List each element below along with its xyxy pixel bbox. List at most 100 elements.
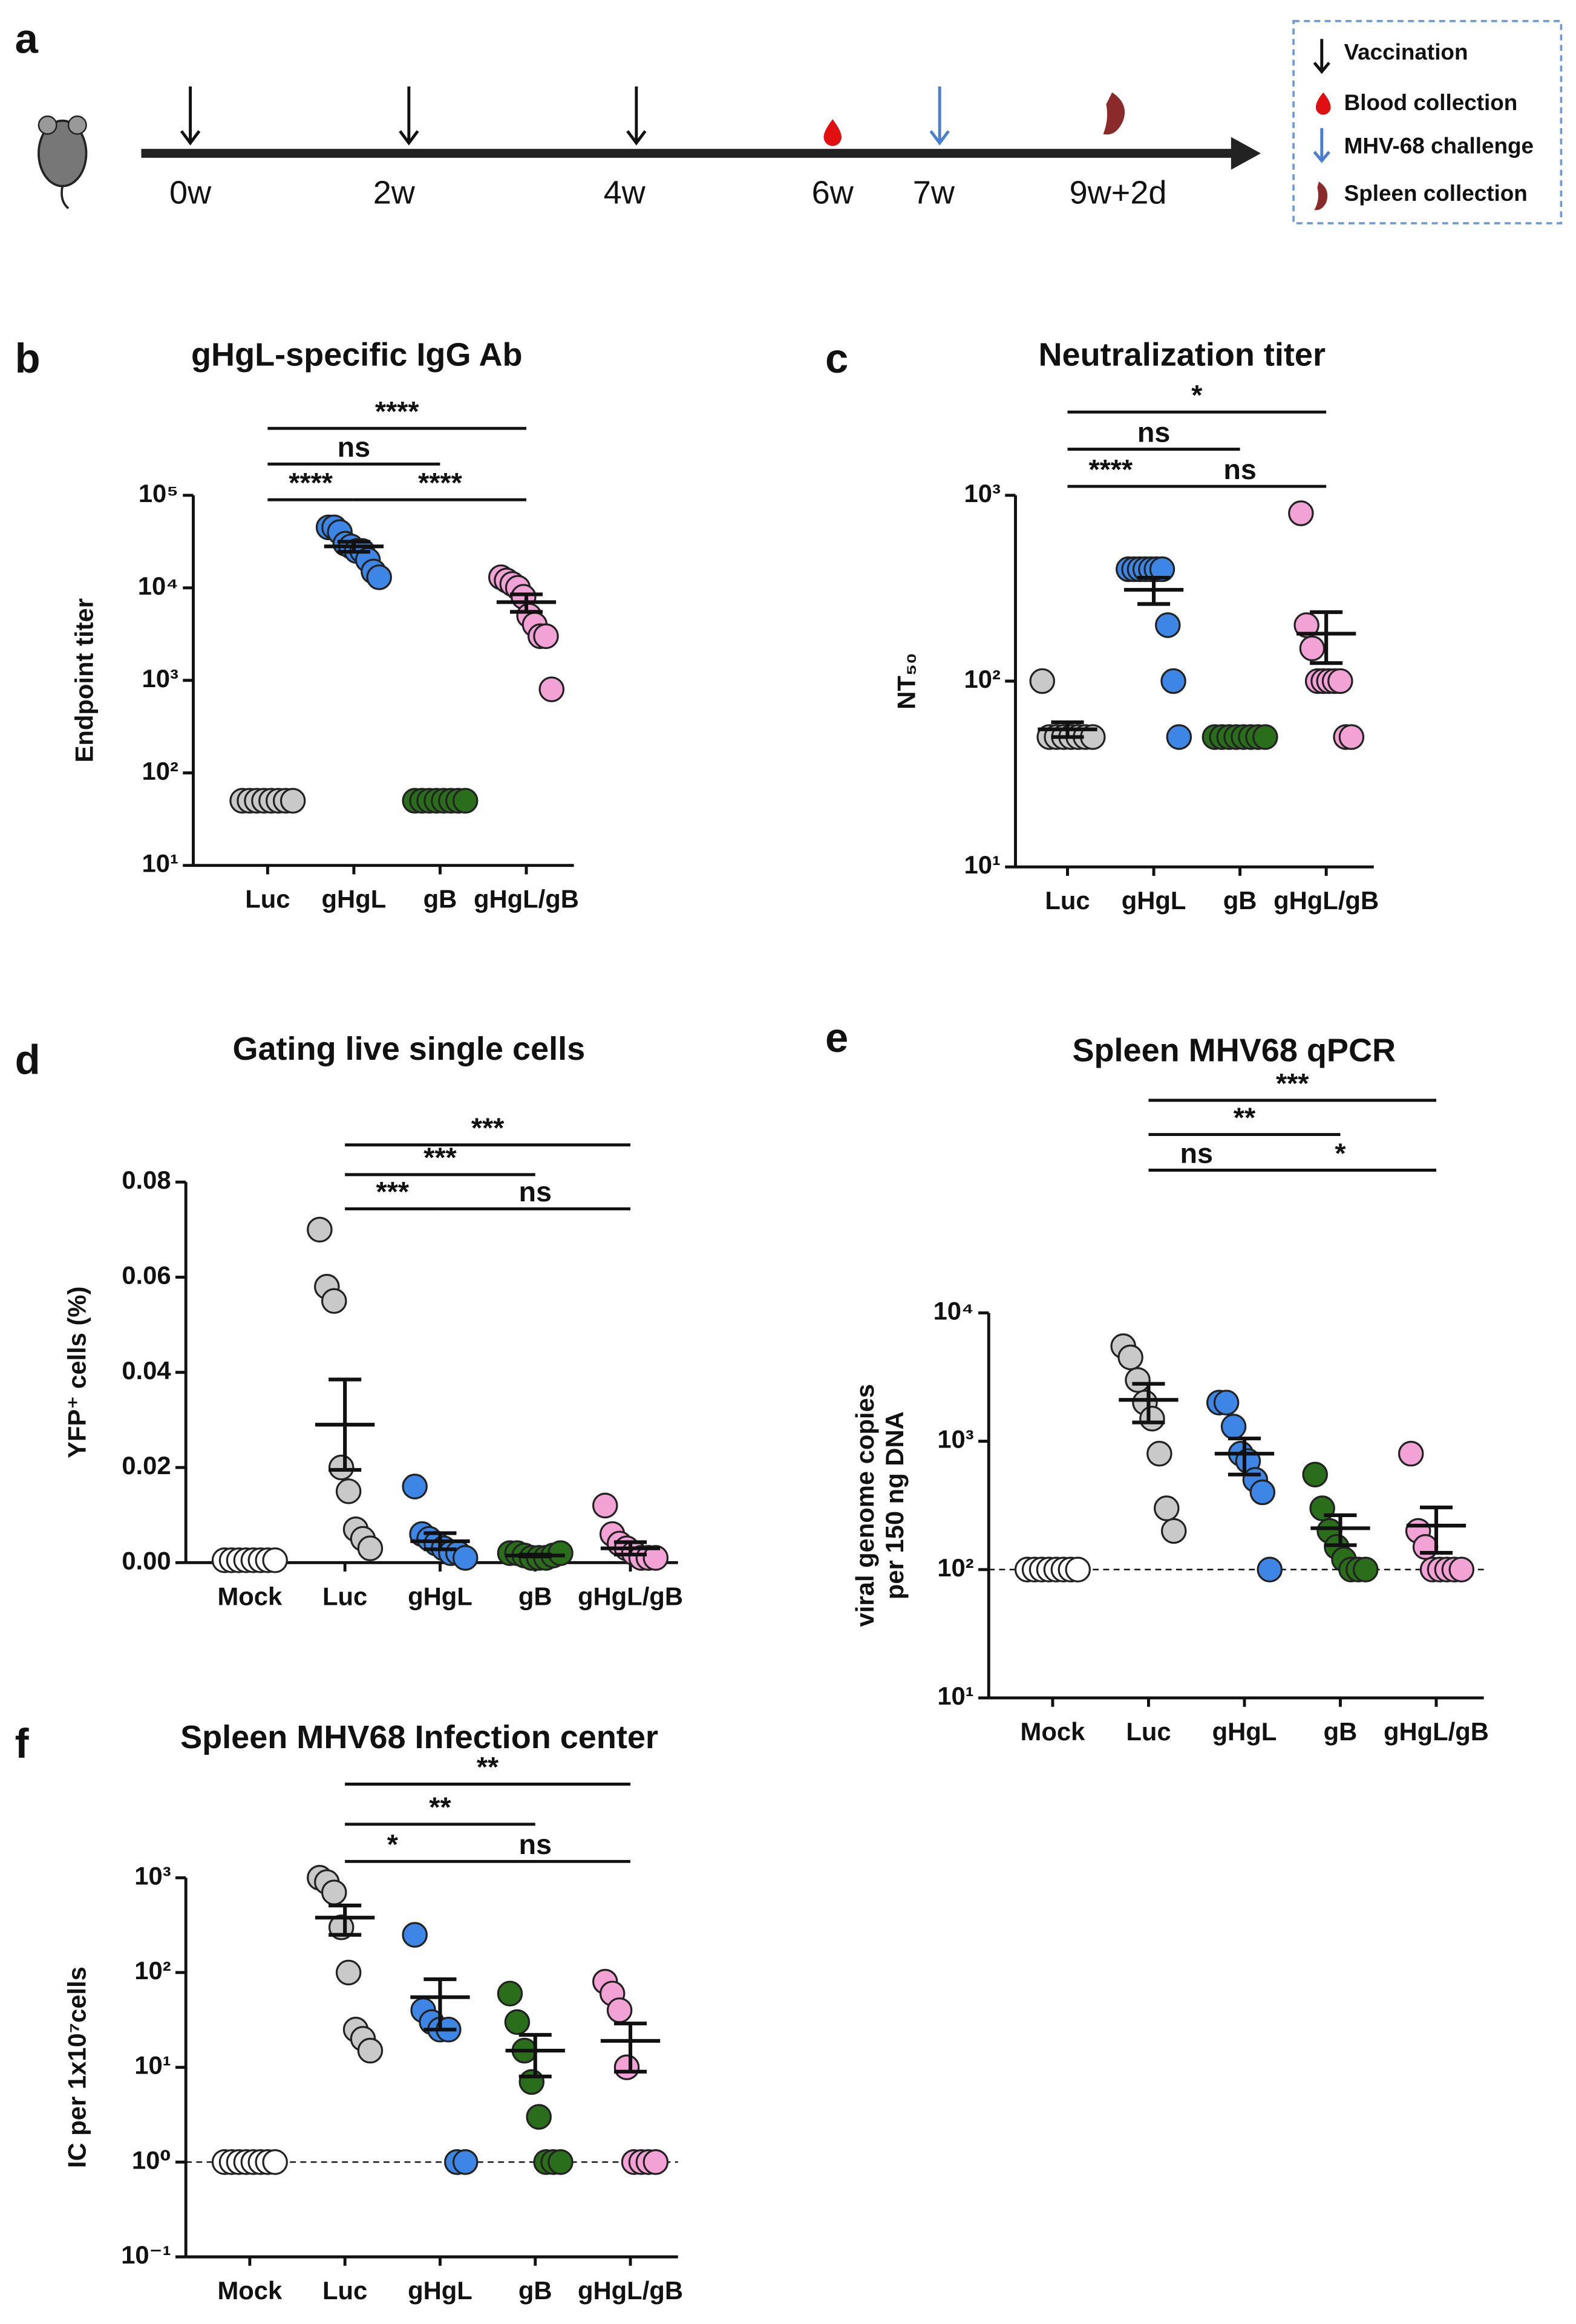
- y-tick-label: 0.06: [122, 1261, 171, 1289]
- legend-icon: [1313, 128, 1330, 163]
- data-point: [1412, 1534, 1439, 1560]
- blood-drop: [823, 119, 842, 146]
- y-tick-label: 10³: [142, 664, 178, 693]
- y-axis-label: Endpoint titer: [70, 598, 99, 762]
- significance-label: ns: [1180, 1137, 1212, 1169]
- significance-label: ns: [518, 1176, 551, 1207]
- significance-label: ns: [518, 1829, 551, 1860]
- timeline-arrowhead: [1231, 137, 1261, 170]
- data-point: [1213, 1389, 1240, 1415]
- y-tick-label: 10⁵: [139, 479, 178, 508]
- data-point: [606, 1997, 633, 2023]
- vaccination-arrows: [180, 86, 647, 146]
- y-tick-label: 10³: [937, 1425, 973, 1454]
- legend-icon: [1313, 39, 1330, 74]
- data-point: [262, 1547, 288, 1573]
- significance-label: **: [429, 1792, 451, 1823]
- x-tick-label: gB: [423, 885, 457, 913]
- data-point: [357, 2037, 384, 2064]
- data-point: [1252, 724, 1278, 750]
- data-point: [1302, 1461, 1328, 1487]
- y-tick-label: 0.08: [122, 1166, 171, 1194]
- y-tick-label: 0.02: [122, 1451, 171, 1480]
- data-point: [335, 1478, 362, 1504]
- significance-label: ns: [1137, 416, 1170, 448]
- data-point: [335, 1959, 362, 1986]
- data-point: [1155, 612, 1181, 638]
- data-point: [1166, 724, 1192, 750]
- challenge-arrow: [929, 86, 950, 146]
- legend-icon: [1314, 181, 1328, 211]
- data-point: [366, 564, 392, 590]
- significance-label: ns: [338, 431, 370, 463]
- x-tick-label: gHgL/gB: [474, 885, 579, 913]
- chart-title: gHgL-specific IgG Ab: [191, 337, 523, 373]
- panel-letter: a: [15, 15, 39, 62]
- chart-title: Neutralization titer: [1039, 337, 1326, 373]
- chart-title: Spleen MHV68 Infection center: [180, 1719, 658, 1755]
- x-tick-label: Mock: [217, 1582, 283, 1610]
- y-tick-label: 10²: [134, 1956, 171, 1985]
- data-point: [357, 1535, 384, 1561]
- data-point: [1160, 668, 1186, 694]
- data-point: [538, 676, 565, 702]
- timeline-label: 6w: [812, 175, 854, 211]
- y-tick-label: 10⁴: [934, 1296, 974, 1325]
- y-tick-label: 10²: [964, 665, 1001, 693]
- y-axis-label: viral genome copies: [851, 1384, 879, 1627]
- panel-letter: f: [15, 1720, 30, 1767]
- significance-label: ****: [375, 396, 420, 427]
- x-tick-label: gHgL: [1122, 886, 1186, 915]
- y-tick-label: 0.04: [122, 1356, 171, 1385]
- significance-label: *: [387, 1829, 399, 1860]
- data-point: [518, 2069, 545, 2095]
- data-point: [1299, 635, 1326, 662]
- y-tick-label: 10⁻¹: [121, 2241, 171, 2269]
- data-point: [642, 2149, 669, 2175]
- timeline-label: 2w: [373, 175, 416, 211]
- data-point: [642, 1545, 669, 1571]
- timeline-label: 7w: [913, 175, 955, 211]
- data-point: [533, 623, 559, 650]
- x-tick-label: gHgL: [408, 1582, 472, 1610]
- data-point: [1220, 1414, 1247, 1440]
- timeline-panel: [38, 19, 1563, 224]
- data-point: [307, 1216, 333, 1243]
- spleen-icon: [1103, 92, 1125, 135]
- chart-title: Spleen MHV68 qPCR: [1072, 1033, 1396, 1069]
- x-tick-label: gHgL: [1212, 1717, 1277, 1746]
- significance-label: *: [1335, 1137, 1346, 1169]
- y-tick-label: 10¹: [937, 1682, 973, 1710]
- data-point: [328, 1454, 355, 1481]
- significance-label: ***: [471, 1112, 505, 1143]
- data-point: [1065, 1556, 1091, 1583]
- significance-label: ***: [423, 1142, 457, 1173]
- data-point: [321, 1288, 347, 1314]
- timeline-label: 9w+2d: [1070, 175, 1167, 211]
- data-point: [1288, 500, 1314, 526]
- y-tick-label: 10¹: [142, 849, 178, 878]
- significance-label: ****: [418, 467, 463, 498]
- data-point: [280, 788, 306, 814]
- data-point: [613, 2054, 640, 2080]
- x-tick-label: gHgL/gB: [1274, 886, 1379, 915]
- data-point: [1029, 668, 1055, 694]
- x-tick-label: Luc: [1126, 1717, 1171, 1746]
- x-tick-label: gB: [518, 1582, 552, 1610]
- x-tick-label: Luc: [322, 2276, 367, 2305]
- x-tick-label: Luc: [1045, 886, 1090, 915]
- x-tick-label: gHgL/gB: [578, 2276, 683, 2305]
- data-point: [1117, 1344, 1143, 1371]
- x-tick-label: gHgL/gB: [578, 1582, 683, 1610]
- data-point: [1154, 1495, 1180, 1521]
- significance-label: **: [1234, 1102, 1256, 1133]
- legend-label: MHV-68 challenge: [1344, 133, 1534, 158]
- x-tick-label: gB: [518, 2276, 552, 2305]
- data-point: [1160, 1518, 1187, 1544]
- data-point: [1257, 1556, 1283, 1583]
- data-point: [526, 2104, 552, 2130]
- legend-icon: [1315, 92, 1331, 115]
- data-point: [452, 2149, 479, 2175]
- data-point: [1352, 1556, 1379, 1583]
